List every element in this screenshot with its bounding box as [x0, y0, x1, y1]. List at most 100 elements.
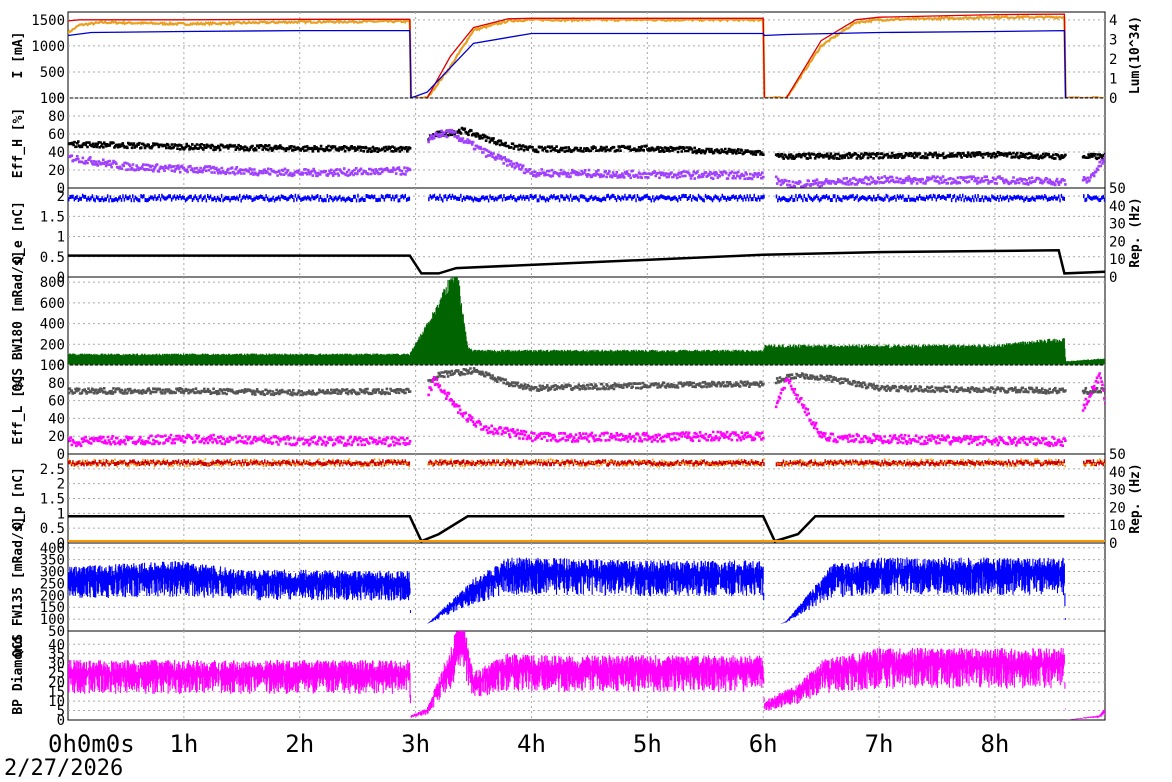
- panel-qcsfw: [67, 542, 1106, 632]
- y-tick-label: 35: [48, 647, 65, 663]
- y2-axis-label: Rep. (Hz): [1128, 197, 1143, 267]
- y2-tick-label: 3: [1109, 32, 1117, 48]
- y2-tick-label: 30: [1109, 217, 1126, 233]
- y-tick-label: 350: [40, 553, 65, 569]
- y-tick-label: 10: [48, 694, 65, 710]
- y-tick-label: 40: [48, 411, 65, 427]
- y-tick-label: 80: [48, 109, 65, 125]
- y-axis-label: QCS FW135 [mRad/s]: [11, 517, 26, 658]
- y-tick-label: 0.5: [40, 250, 65, 266]
- y2-tick-label: 40: [1109, 199, 1126, 215]
- y-tick-label: 20: [48, 429, 65, 445]
- y-axis-label: I [mA]: [11, 32, 26, 79]
- series-Diamond: [68, 631, 1105, 720]
- y2-tick-label: 50: [1109, 181, 1126, 197]
- y-tick-label: 40: [48, 145, 65, 161]
- y2-tick-label: 10: [1109, 518, 1126, 534]
- y-tick-label: 400: [40, 317, 65, 333]
- y2-tick-label: 20: [1109, 234, 1126, 250]
- y-tick-label: 20: [48, 163, 65, 179]
- y-axis-label: Eff_L [%]: [11, 374, 26, 444]
- y-tick-label: 200: [40, 337, 65, 353]
- x-tick-label: 0h0m0s: [48, 730, 135, 758]
- y2-axis-label: Rep. (Hz): [1128, 463, 1143, 533]
- panel-frame: [67, 11, 1106, 99]
- series-Rep: [68, 249, 1105, 275]
- x-tick-label: 5h: [633, 730, 662, 758]
- y-tick-label: 100: [40, 91, 65, 107]
- x-tick-label: 3h: [401, 730, 430, 758]
- y-axis-label: Eff_H [%]: [11, 108, 26, 178]
- y2-tick-label: 4: [1109, 13, 1117, 29]
- panel-effl: [67, 364, 1106, 455]
- x-tick-label: 8h: [980, 730, 1009, 758]
- y-tick-label: 2.5: [40, 462, 65, 478]
- y2-tick-label: 50: [1109, 447, 1126, 463]
- panel-qcsbw: [67, 276, 1106, 366]
- series-black: [68, 126, 1105, 161]
- y-tick-label: 1: [57, 230, 65, 246]
- y-tick-label: 800: [40, 275, 65, 291]
- x-tick-label: 6h: [749, 730, 778, 758]
- y2-tick-label: 1: [1109, 71, 1117, 87]
- y-tick-label: 60: [48, 394, 65, 410]
- y-tick-label: 40: [48, 637, 65, 653]
- y-tick-label: 0: [57, 91, 65, 107]
- y2-tick-label: 40: [1109, 465, 1126, 481]
- y-tick-label: 15: [48, 685, 65, 701]
- series-gray: [68, 367, 1105, 397]
- y-tick-label: 100: [40, 612, 65, 628]
- series-Qp-orange: [68, 458, 1105, 468]
- series-FW135: [68, 557, 1066, 624]
- y-tick-label: 0: [57, 181, 65, 197]
- data-layer: [68, 458, 1105, 543]
- y-tick-label: 0: [57, 270, 65, 286]
- data-layer: [68, 277, 1105, 365]
- panel-bp: [67, 630, 1106, 721]
- y2-tick-label: 10: [1109, 252, 1126, 268]
- y-tick-label: 30: [48, 656, 65, 672]
- y-axis-label: QCS BW180 [mRad/s]: [11, 251, 26, 392]
- series-Rep: [68, 515, 1065, 543]
- panel-current: [67, 11, 1106, 99]
- panel-qe: [67, 187, 1106, 278]
- y-tick-label: 250: [40, 576, 65, 592]
- series-HER: [68, 14, 1105, 98]
- y-tick-label: 300: [40, 565, 65, 581]
- y-tick-label: 5: [57, 704, 65, 720]
- y2-tick-label: 0: [1109, 91, 1117, 107]
- series-Qp: [68, 459, 1105, 467]
- y-tick-label: 150: [40, 600, 65, 616]
- y-tick-label: 1500: [31, 13, 65, 29]
- y-tick-label: 1.5: [40, 209, 65, 225]
- y-tick-label: 0.5: [40, 521, 65, 537]
- y-tick-label: 80: [48, 376, 65, 392]
- y2-axis-label: Lum(10^34): [1128, 16, 1143, 94]
- series-magenta: [68, 372, 1105, 448]
- data-layer: [68, 631, 1105, 720]
- series-purple: [68, 128, 1105, 188]
- y-tick-label: 500: [40, 65, 65, 81]
- y-tick-label: 2: [57, 189, 65, 205]
- y-tick-label: 100: [40, 358, 65, 374]
- y-tick-label: 60: [48, 127, 65, 143]
- y-axis-label: Q_e [nC]: [11, 201, 26, 264]
- x-tick-label: 1h: [169, 730, 198, 758]
- data-layer: [68, 126, 1105, 188]
- series-LER: [68, 13, 1100, 98]
- y2-tick-label: 20: [1109, 500, 1126, 516]
- x-tick-label: 7h: [865, 730, 894, 758]
- series-Luminosity: [68, 29, 1100, 98]
- data-layer: [68, 367, 1105, 448]
- y-tick-label: 1.5: [40, 492, 65, 508]
- y-tick-label: 1: [57, 506, 65, 522]
- data-layer: [68, 557, 1066, 624]
- y2-tick-label: 30: [1109, 483, 1126, 499]
- data-layer: [68, 193, 1105, 275]
- y-tick-label: 0: [57, 713, 65, 729]
- y-tick-label: 0: [57, 447, 65, 463]
- y2-tick-label: 2: [1109, 52, 1117, 68]
- series-Qe: [68, 193, 1105, 203]
